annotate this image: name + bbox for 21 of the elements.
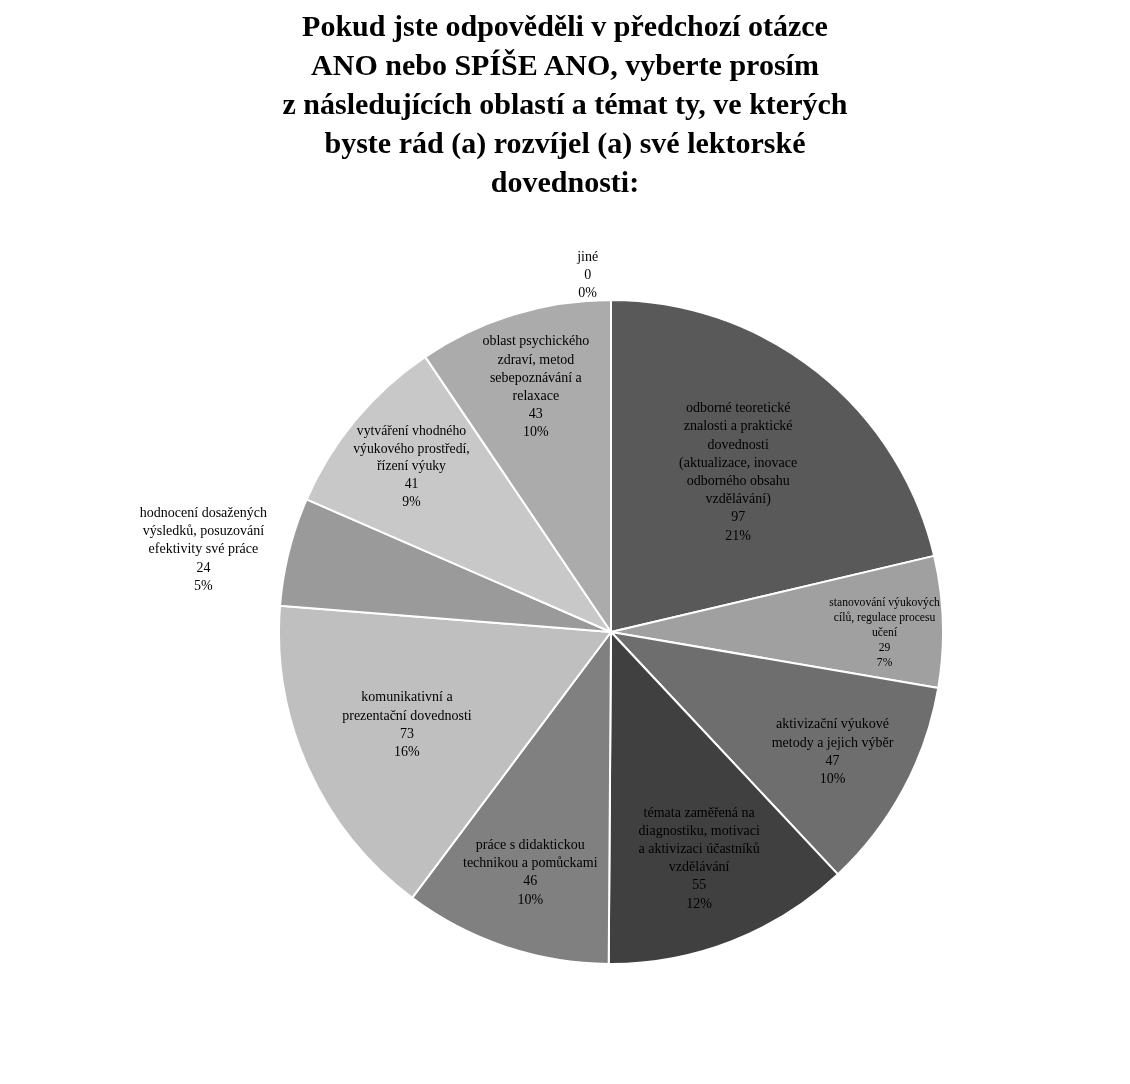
slice-label: komunikativní a prezentační dovednosti bbox=[342, 689, 472, 723]
slice-label: stanovování výukových cílů, regulace procesu učení bbox=[829, 595, 941, 639]
data-label: 47 10% bbox=[819, 752, 846, 787]
data-label: 29 7% bbox=[876, 640, 893, 669]
slice-label: aktivizační výukové metody a jejich výběr bbox=[771, 716, 894, 750]
data-label: 46 10% bbox=[517, 873, 544, 907]
data-label: 41 9% bbox=[402, 476, 421, 510]
data-label: 55 12% bbox=[686, 877, 713, 911]
data-label: 24 5% bbox=[194, 559, 214, 593]
text: 0 0% bbox=[578, 266, 597, 300]
slice-label: témata zaměřená na diagnostiku, motivaci a aktivizaci účastníků vzdělávání bbox=[638, 804, 760, 875]
data-label: 73 16% bbox=[394, 725, 421, 760]
slice-label: oblast psychického zdraví, metod sebepoznávání a relaxace bbox=[482, 333, 590, 403]
chart-title: Pokud jste odpověděli v předchozí otázce ANO nebo SPÍŠE ANO, vyberte prosím z následujících oblastí a témat ty, ve kterých byste rád (a) rozvíjel (a) své lektorské dovednosti: bbox=[282, 9, 848, 198]
category-label: jiné bbox=[577, 248, 599, 264]
slice-label: hodnocení dosažených výsledků, posuzování efektivity své práce bbox=[139, 504, 267, 557]
slice-label: vytváření vhodného výukového prostředí, řízení výuky bbox=[353, 422, 470, 474]
data-label: 97 21% bbox=[725, 509, 752, 543]
slice-label: odborné teoretické znalosti a praktické dovednosti (aktualizace, inovace odborného obsahu vzdělávání) bbox=[679, 400, 798, 508]
slice-label: práce s didaktickou technikou a pomůckami bbox=[463, 836, 598, 871]
data-label: 43 10% bbox=[523, 406, 550, 440]
